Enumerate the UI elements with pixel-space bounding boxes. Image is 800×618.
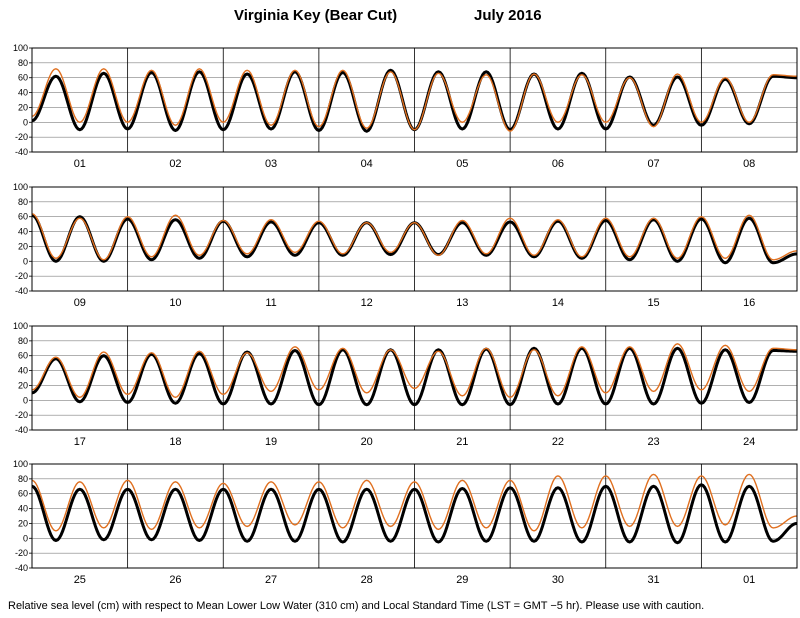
day-label: 29 xyxy=(456,574,468,586)
y-tick-label: -40 xyxy=(15,563,28,573)
day-label: 22 xyxy=(552,436,564,448)
y-tick-label: 40 xyxy=(18,504,28,514)
y-tick-label: 100 xyxy=(13,43,28,53)
y-tick-label: 0 xyxy=(23,533,28,543)
predicted-sea-level-line xyxy=(31,346,798,407)
y-tick-label: -20 xyxy=(15,271,28,281)
day-label: 05 xyxy=(456,158,468,170)
observed-sea-level-line xyxy=(31,213,798,261)
y-tick-label: -40 xyxy=(15,286,28,296)
y-tick-label: 80 xyxy=(18,336,28,346)
day-label: 09 xyxy=(74,297,86,309)
chart-title-station: Virginia Key (Bear Cut) xyxy=(234,7,397,24)
y-tick-label: 60 xyxy=(18,351,28,361)
y-tick-label: 0 xyxy=(23,117,28,127)
day-label: 24 xyxy=(743,436,755,448)
day-label: 19 xyxy=(265,436,277,448)
y-tick-label: 40 xyxy=(18,88,28,98)
tide-panel-3: -40 -20 0 20 40 60 80 100 17 18 19 20 21 22 23 24 xyxy=(13,321,798,448)
y-tick-label: -20 xyxy=(15,548,28,558)
day-label: 20 xyxy=(361,436,373,448)
day-label: 07 xyxy=(647,158,659,170)
y-tick-label: 100 xyxy=(13,459,28,469)
day-label: 02 xyxy=(169,158,181,170)
tide-panel-4: -40 -20 0 20 40 60 80 100 25 26 27 28 29 30 31 01 xyxy=(13,459,798,586)
day-label: 30 xyxy=(552,574,564,586)
day-label: 17 xyxy=(74,436,86,448)
y-tick-label: 60 xyxy=(18,73,28,83)
y-tick-label: 100 xyxy=(13,321,28,331)
day-label: 01 xyxy=(74,158,86,170)
day-label: 03 xyxy=(265,158,277,170)
y-tick-label: -20 xyxy=(15,132,28,142)
day-label: 23 xyxy=(647,436,659,448)
panel-frame xyxy=(31,186,798,292)
day-label: 13 xyxy=(456,297,468,309)
tide-panel-2: -40 -20 0 20 40 60 80 100 09 10 11 12 13 14 15 16 xyxy=(13,182,798,309)
tide-panel-1: -40 -20 0 20 40 60 80 100 01 02 03 04 05 06 07 08 xyxy=(13,43,798,170)
chart-title-period: July 2016 xyxy=(474,7,542,24)
day-label: 28 xyxy=(361,574,373,586)
day-label: 12 xyxy=(361,297,373,309)
y-tick-label: 20 xyxy=(18,518,28,528)
day-label: 04 xyxy=(361,158,373,170)
day-label: 25 xyxy=(74,574,86,586)
panel-frame xyxy=(31,47,798,153)
observed-sea-level-line xyxy=(31,343,798,399)
day-label: 08 xyxy=(743,158,755,170)
day-label: 15 xyxy=(647,297,659,309)
day-label: 16 xyxy=(743,297,755,309)
y-tick-label: 60 xyxy=(18,212,28,222)
y-tick-label: 100 xyxy=(13,182,28,192)
y-tick-label: 40 xyxy=(18,366,28,376)
y-tick-label: 20 xyxy=(18,241,28,251)
y-tick-label: -20 xyxy=(15,410,28,420)
day-label: 06 xyxy=(552,158,564,170)
day-label: 26 xyxy=(169,574,181,586)
panel-frame xyxy=(31,463,798,569)
day-label: 10 xyxy=(169,297,181,309)
day-label: 27 xyxy=(265,574,277,586)
day-label: 11 xyxy=(265,297,276,309)
day-label: 14 xyxy=(552,297,564,309)
y-tick-label: 0 xyxy=(23,395,28,405)
y-tick-label: 40 xyxy=(18,227,28,237)
day-label: 18 xyxy=(169,436,181,448)
observed-sea-level-line xyxy=(31,68,798,132)
y-tick-label: 80 xyxy=(18,197,28,207)
y-tick-label: 60 xyxy=(18,489,28,499)
y-tick-label: 80 xyxy=(18,58,28,68)
y-tick-label: 80 xyxy=(18,474,28,484)
footer-note: Relative sea level (cm) with respect to … xyxy=(8,600,704,612)
y-tick-label: -40 xyxy=(15,147,28,157)
day-label: 21 xyxy=(456,436,468,448)
y-tick-label: 20 xyxy=(18,380,28,390)
y-tick-label: 20 xyxy=(18,102,28,112)
day-label: 01 xyxy=(743,574,755,586)
observed-sea-level-line xyxy=(31,473,798,532)
panel-frame xyxy=(31,325,798,431)
day-label: 31 xyxy=(647,574,659,586)
y-tick-label: -40 xyxy=(15,425,28,435)
predicted-sea-level-line xyxy=(31,483,798,545)
y-tick-label: 0 xyxy=(23,256,28,266)
